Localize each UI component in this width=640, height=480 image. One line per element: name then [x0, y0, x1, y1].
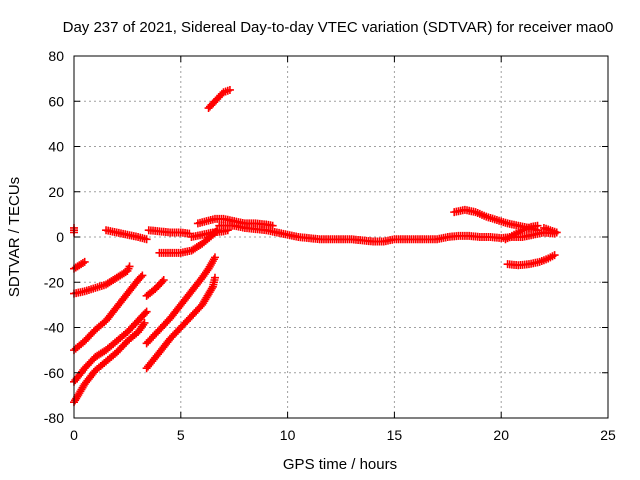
data-point: [159, 275, 168, 284]
x-axis-label: GPS time / hours: [283, 456, 397, 473]
data-point: [158, 277, 167, 286]
series-arc-20: [539, 223, 561, 237]
series-arc-18: [501, 221, 542, 244]
series-arc-5: [70, 307, 151, 386]
data-marks: [70, 85, 561, 407]
data-point: [225, 85, 234, 94]
y-axis-label: SDTVAR / TECUs: [6, 177, 23, 297]
data-point: [138, 271, 147, 280]
series-arc-13: [187, 226, 232, 241]
data-point: [552, 228, 561, 237]
series-arc-8: [142, 275, 168, 300]
data-point: [125, 262, 134, 271]
data-point: [142, 235, 151, 244]
data-point: [78, 259, 87, 268]
x-tick-label: 25: [600, 427, 616, 443]
chart-title: Day 237 of 2021, Sidereal Day-to-day VTE…: [63, 19, 614, 36]
data-point: [80, 257, 89, 266]
x-tick-label: 5: [177, 427, 185, 443]
y-tick-label: 0: [56, 229, 64, 245]
x-tick-label: 10: [280, 427, 296, 443]
series-arc-19: [503, 251, 559, 270]
y-tick-label: -60: [44, 365, 64, 381]
x-tick-label: 0: [70, 427, 78, 443]
series-arc-11: [142, 273, 219, 373]
data-point: [550, 251, 559, 260]
y-tick-label: -20: [44, 274, 64, 290]
data-point: [207, 284, 216, 293]
series-arc-7: [102, 226, 151, 244]
y-tick-label: 80: [48, 48, 64, 64]
series-arc-4: [70, 271, 147, 355]
y-tick-label: 60: [48, 93, 64, 109]
x-tick-label: 15: [387, 427, 403, 443]
series-arc-9: [144, 226, 194, 238]
data-point: [140, 318, 149, 327]
data-point: [139, 320, 148, 329]
ticks: 0 5 10 15 20 25 -80 -60 -40 -20 0 20 40 60 80: [44, 48, 616, 443]
y-tick-label: 20: [48, 184, 64, 200]
y-tick-label: -40: [44, 320, 64, 336]
data-point: [136, 272, 145, 281]
data-point: [142, 307, 151, 316]
x-tick-label: 20: [493, 427, 509, 443]
series-arc-14: [204, 85, 234, 113]
series-arc-12: [155, 226, 222, 257]
data-point: [141, 309, 150, 318]
y-tick-label: 40: [48, 139, 64, 155]
series-arc-10: [142, 253, 219, 348]
data-point: [210, 273, 219, 282]
data-point: [533, 221, 542, 230]
data-point: [210, 253, 219, 262]
series-arc-3: [70, 262, 134, 298]
y-tick-label: -80: [44, 410, 64, 426]
